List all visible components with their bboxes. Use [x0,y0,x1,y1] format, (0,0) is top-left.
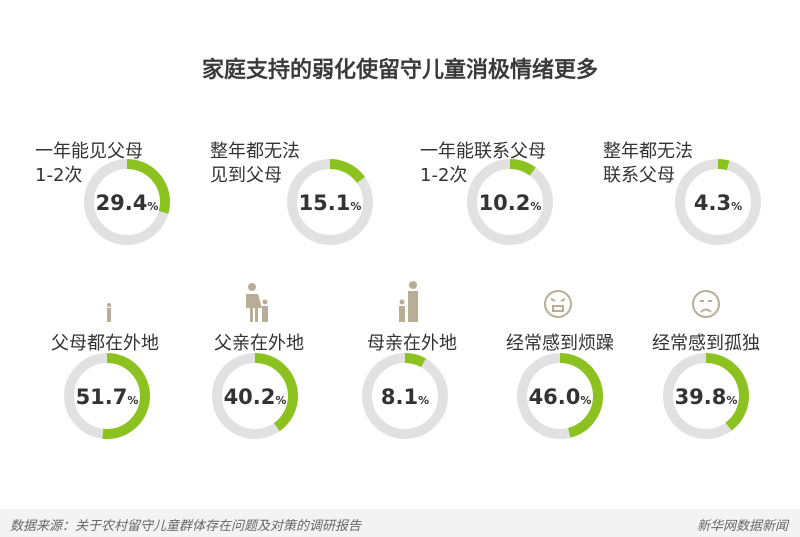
value-label: 15.1% [299,191,362,215]
angry-face-icon [544,290,572,318]
value-label: 40.2% [224,385,287,409]
label-1: 整年都无法 见到父母 [210,141,300,186]
label-5: 父亲在外地 [214,333,304,354]
label-3: 整年都无法 联系父母 [603,141,693,186]
footer: 数据来源：关于农村留守儿童群体存在问题及对策的调研报告 新华网数据新闻 [0,509,800,537]
label-6: 母亲在外地 [367,333,457,354]
value-label: 51.7% [76,385,139,409]
sad-face-icon [692,290,720,318]
donut-value-arc [64,353,150,439]
donut-5: 40.2% [212,353,298,439]
value-label: 10.2% [479,191,542,215]
label-7: 经常感到烦躁 [506,333,614,354]
donut-7: 46.0% [517,353,603,439]
label-4: 父母都在外地 [51,333,159,354]
value-label: 39.8% [675,385,738,409]
donut-value-arc [362,353,448,439]
donut-0: 29.4% [84,159,170,245]
donut-4: 51.7% [64,353,150,439]
value-label: 8.1% [381,385,429,409]
father-child-icon [399,281,418,322]
donut-8: 39.8% [663,353,749,439]
value-label: 4.3% [694,191,742,215]
value-label: 29.4% [96,191,159,215]
donut-value-arc [663,353,749,439]
donut-value-arc [84,159,170,245]
page-title: 家庭支持的弱化使留守儿童消极情绪更多 [201,58,598,83]
mother-child-icon [246,283,268,322]
donut-value-arc [675,159,761,245]
label-2: 一年能联系父母 1-2次 [420,141,546,186]
donut-2: 10.2% [467,159,553,245]
label-8: 经常感到孤独 [652,333,760,354]
donut-3: 4.3% [675,159,761,245]
donut-value-arc [517,353,603,439]
value-label: 46.0% [529,385,592,409]
source-text: 数据来源：关于农村留守儿童群体存在问题及对策的调研报告 [10,519,362,534]
icons [107,281,720,322]
label-0: 一年能见父母 1-2次 [35,141,143,186]
donut-value-arc [467,159,553,245]
brand-text: 新华网数据新闻 [696,519,788,534]
donut-6: 8.1% [362,353,448,439]
small-person-icon [107,303,111,322]
donut-value-arc [212,353,298,439]
donut-value-arc [287,159,373,245]
donut-1: 15.1% [287,159,373,245]
